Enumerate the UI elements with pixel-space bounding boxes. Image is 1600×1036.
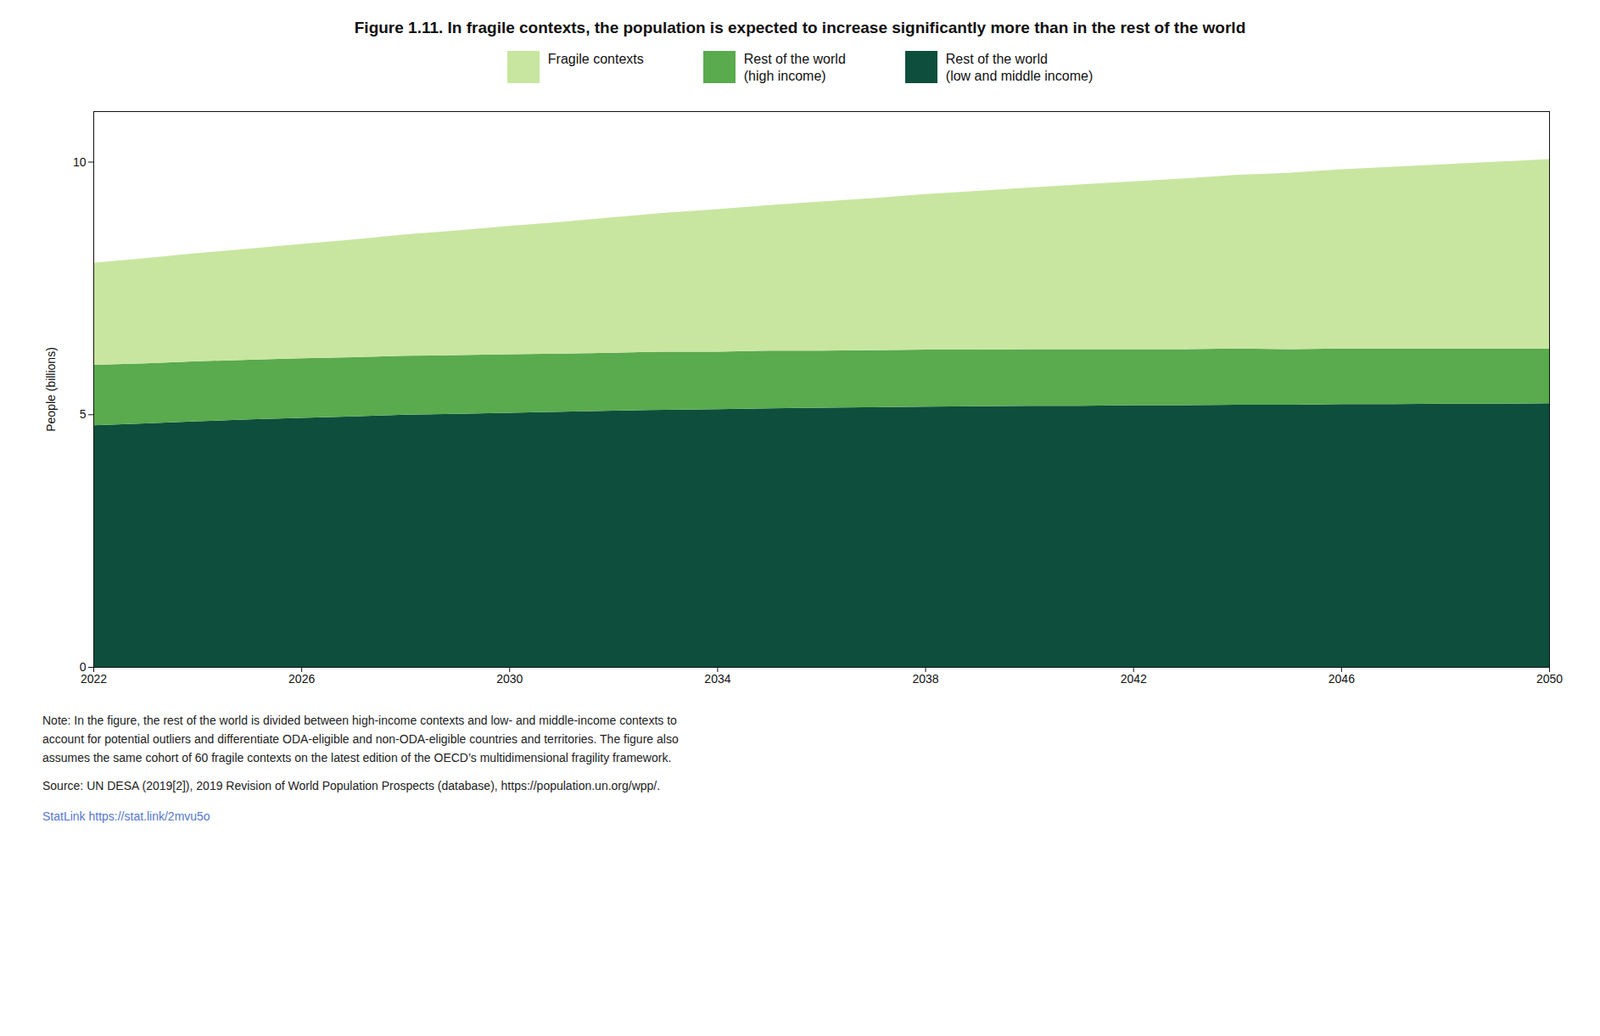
html-text:Rest of the world (high income: Rest of the world (high income) [743, 51, 846, 84]
html-text:Source: UN DESA (2019[2]), 201: Source: UN DESA (2019[2]), 2019 Revision… [42, 779, 661, 793]
svg-text:2030: 2030 [496, 672, 523, 687]
svg-text:10: 10 [72, 155, 87, 169]
svg-text:2050: 2050 [1536, 672, 1563, 687]
svg-text:5: 5 [79, 407, 87, 421]
svg-text:0: 0 [79, 660, 87, 674]
svg-text:2034: 2034 [704, 672, 731, 687]
html-text:assumes the same cohort of 60: assumes the same cohort of 60 fragile co… [42, 750, 672, 765]
html-text:Note: In the figure, the rest: Note: In the figure, the rest of the wor… [42, 713, 677, 728]
svg-text:2026: 2026 [288, 672, 315, 687]
html-text:Rest of the world (low and mid: Rest of the world (low and middle income… [945, 51, 1093, 84]
html-text:Figure 1.11. In fragile contex: Figure 1.11. In fragile contexts, the po… [354, 18, 1246, 37]
svg-text:2038: 2038 [911, 672, 939, 687]
svg-text:2022: 2022 [80, 672, 107, 687]
svg-text:2046: 2046 [1328, 672, 1355, 687]
html-text:Fragile contexts: Fragile contexts [547, 51, 644, 66]
svg-text:2042: 2042 [1120, 672, 1147, 687]
html-text:StatLink https://stat.link/2mv: StatLink https://stat.link/2mvu5o [42, 809, 211, 823]
html-text:account for potential outliers: account for potential outliers and diffe… [42, 732, 679, 746]
svg-text:People (billions): People (billions) [44, 346, 58, 432]
